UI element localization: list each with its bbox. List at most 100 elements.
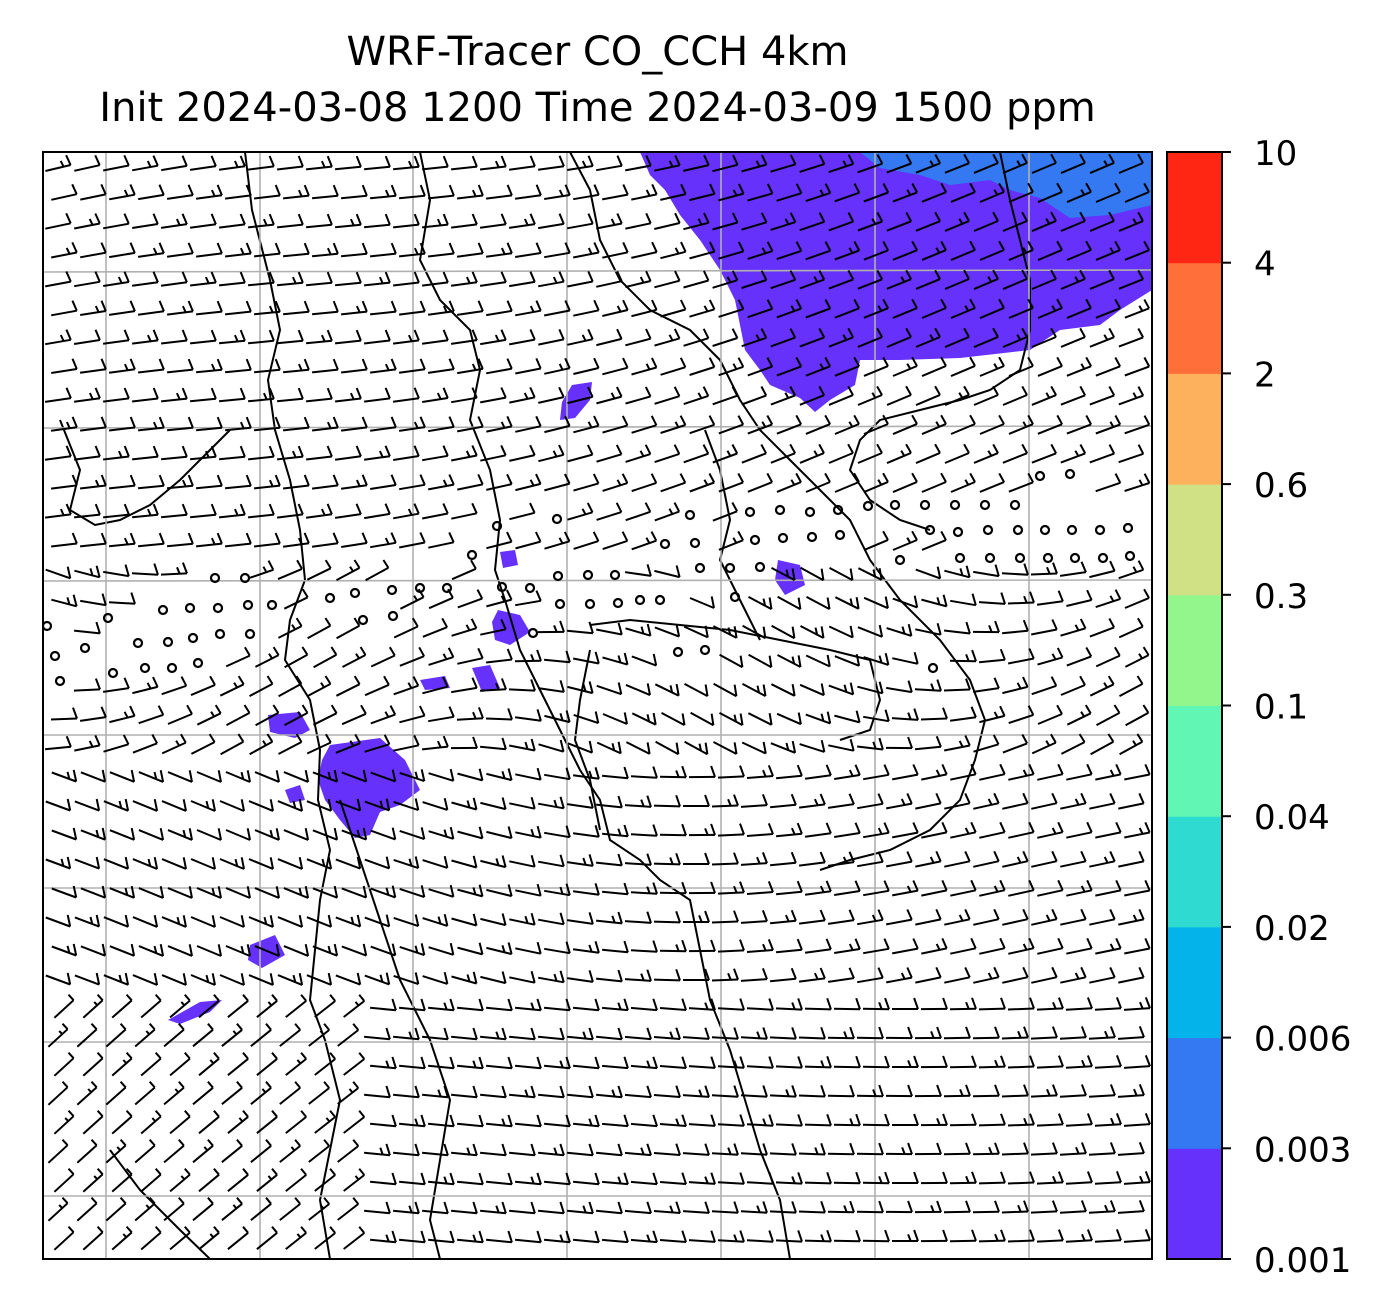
wind-barb-feather bbox=[123, 445, 130, 457]
wind-barb bbox=[1124, 654, 1150, 668]
wind-barb-feather bbox=[353, 559, 361, 569]
wind-barb-feather bbox=[645, 155, 652, 167]
wind-barb-feather bbox=[941, 821, 948, 833]
wind-barb-feather bbox=[739, 1172, 745, 1185]
wind-barb-feather bbox=[762, 1085, 768, 1098]
wind-barb-feather bbox=[472, 1201, 478, 1214]
wind-barb-feather bbox=[824, 183, 832, 194]
wind-barb-feather bbox=[710, 1230, 716, 1243]
wind-barb-feather bbox=[702, 328, 710, 339]
wind-barb-feather bbox=[1137, 386, 1145, 397]
wind-barb-feather bbox=[263, 916, 268, 925]
wind-barb-feather bbox=[295, 733, 303, 743]
wind-barb-feather bbox=[797, 1056, 803, 1068]
wind-barb bbox=[770, 221, 796, 231]
wind-barb-feather bbox=[117, 450, 123, 458]
wind-barb bbox=[566, 861, 594, 867]
wind-barb-feather bbox=[129, 532, 136, 545]
wind-barb-feather bbox=[1023, 595, 1028, 604]
wind-barb bbox=[1037, 947, 1063, 955]
wind-barb-feather bbox=[941, 763, 948, 775]
wind-barb-feather bbox=[71, 532, 78, 544]
wind-barb-feather bbox=[710, 998, 716, 1011]
wind-barb bbox=[221, 1029, 243, 1047]
wind-barb-feather bbox=[385, 1085, 391, 1098]
wind-barb-feather bbox=[274, 300, 281, 313]
wind-barb-feather bbox=[94, 329, 101, 341]
wind-barb bbox=[659, 1007, 687, 1011]
wind-barb bbox=[189, 455, 217, 461]
wind-barb-feather bbox=[472, 797, 478, 810]
wind-barb-feather bbox=[1000, 1113, 1006, 1125]
calm-wind-circle bbox=[102, 612, 114, 624]
wind-barb-feather bbox=[587, 247, 593, 255]
wind-barb-feather bbox=[269, 973, 274, 986]
wind-barb-feather bbox=[271, 994, 278, 1002]
wind-barb bbox=[311, 194, 339, 200]
wind-barb bbox=[451, 686, 477, 694]
wind-barb bbox=[828, 625, 854, 639]
colorbar-bin bbox=[1167, 926, 1222, 1039]
wind-barb-feather bbox=[964, 735, 971, 746]
wind-barb bbox=[886, 802, 912, 810]
wind-barb-feather bbox=[1027, 472, 1034, 483]
wind-barb-feather bbox=[159, 943, 165, 957]
wind-barb bbox=[544, 831, 570, 839]
wind-barb bbox=[1089, 976, 1115, 984]
wind-barb-feather bbox=[210, 711, 215, 718]
wind-barb bbox=[196, 829, 222, 841]
wind-barb bbox=[1123, 1239, 1151, 1243]
wind-barb bbox=[254, 829, 280, 841]
wind-barb bbox=[1030, 572, 1058, 576]
wind-barb bbox=[660, 366, 686, 376]
wind-barb-feather bbox=[703, 305, 709, 312]
wind-barb-feather bbox=[594, 883, 600, 896]
colorbar-tick-label: 0.001 bbox=[1254, 1241, 1351, 1281]
calm-wind-circle bbox=[43, 620, 53, 632]
wind-barb-feather bbox=[71, 241, 78, 253]
wind-barb-feather bbox=[992, 211, 999, 222]
calm-wind-circle bbox=[954, 552, 966, 564]
wind-barb bbox=[713, 682, 737, 698]
wind-barb bbox=[857, 567, 883, 581]
wind-barb-feather bbox=[645, 328, 652, 340]
wind-barb-feather bbox=[1086, 821, 1093, 833]
wind-barb-feather bbox=[907, 1200, 913, 1213]
wind-barb bbox=[921, 191, 947, 203]
wind-barb bbox=[250, 1029, 272, 1047]
wind-barb bbox=[132, 974, 158, 986]
wind-barb-feather bbox=[842, 160, 848, 167]
wind-barb bbox=[1066, 655, 1092, 667]
wind-barb-feather bbox=[934, 443, 941, 454]
wind-barb-feather bbox=[726, 276, 732, 283]
wind-barb bbox=[596, 1209, 622, 1215]
wind-barb-feather bbox=[855, 1171, 861, 1184]
wind-barb-feather bbox=[130, 827, 136, 841]
wind-barb-feather bbox=[352, 1023, 360, 1031]
wind-barb bbox=[1060, 220, 1086, 232]
wind-barb-feather bbox=[992, 385, 999, 396]
wind-barb-feather bbox=[245, 358, 252, 371]
wind-barb-feather bbox=[616, 270, 623, 282]
wind-barb-feather bbox=[795, 357, 803, 367]
wind-barb-feather bbox=[958, 740, 964, 748]
wind-barb-feather bbox=[877, 305, 883, 312]
wind-barb-feather bbox=[1021, 269, 1028, 280]
wind-barb bbox=[804, 1007, 832, 1011]
wind-barb-feather bbox=[876, 327, 883, 338]
wind-barb-feather bbox=[1137, 328, 1144, 338]
wind-barb-feather bbox=[245, 474, 252, 487]
wind-barb bbox=[717, 775, 745, 779]
wind-barb-feather bbox=[232, 1204, 238, 1210]
wind-barb-feather bbox=[617, 969, 623, 982]
wind-barb-feather bbox=[768, 713, 773, 725]
wind-barb-feather bbox=[1079, 618, 1087, 629]
wind-barb-feather bbox=[936, 1084, 942, 1097]
wind-barb-feather bbox=[623, 712, 628, 725]
wind-barb bbox=[746, 891, 774, 895]
wind-barb bbox=[573, 482, 599, 492]
wind-barb-feather bbox=[727, 798, 732, 807]
wind-barb-feather bbox=[883, 880, 890, 892]
wind-barb-feather bbox=[297, 537, 303, 545]
wind-barb-feather bbox=[965, 621, 971, 634]
